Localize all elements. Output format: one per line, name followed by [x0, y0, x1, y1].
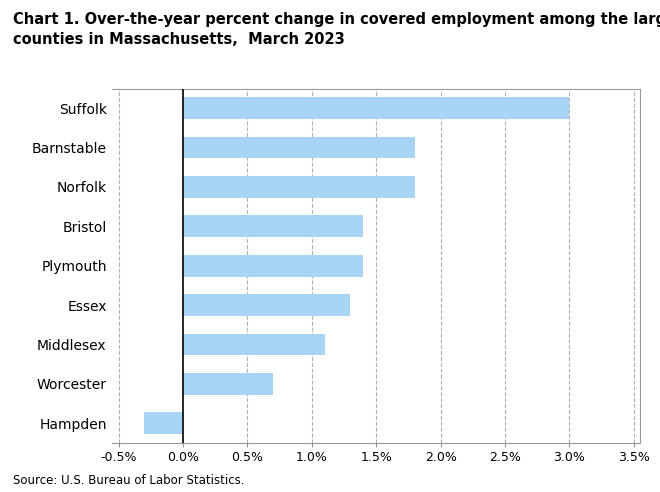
Text: counties in Massachusetts,  March 2023: counties in Massachusetts, March 2023	[13, 32, 345, 47]
Bar	[183, 334, 325, 355]
Bar	[183, 137, 415, 158]
Bar	[183, 373, 273, 395]
Bar	[183, 97, 570, 119]
Bar	[183, 215, 363, 237]
Bar	[183, 176, 415, 198]
Text: Source: U.S. Bureau of Labor Statistics.: Source: U.S. Bureau of Labor Statistics.	[13, 474, 245, 487]
Text: Chart 1. Over-the-year percent change in covered employment among the largest: Chart 1. Over-the-year percent change in…	[13, 12, 660, 27]
Bar	[183, 294, 350, 316]
Bar	[183, 255, 363, 277]
Bar	[145, 412, 183, 434]
